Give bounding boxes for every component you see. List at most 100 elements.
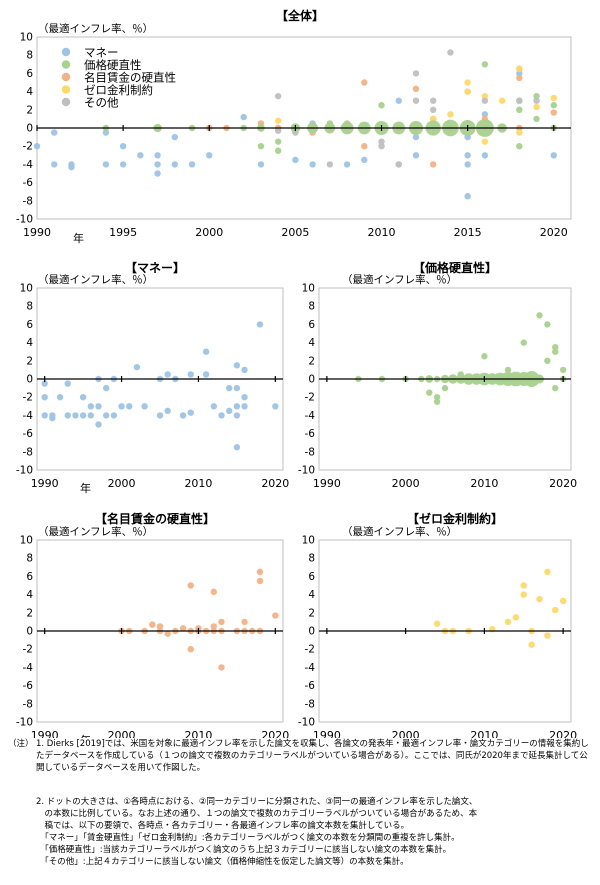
data-point-price <box>481 353 488 360</box>
data-point-money <box>210 403 218 410</box>
data-point-money <box>233 362 241 369</box>
x-tick-label: 2020 <box>549 729 577 738</box>
data-point-money <box>188 161 196 168</box>
data-point-money <box>102 412 110 419</box>
y-tick-label: -8 <box>23 698 33 710</box>
data-point-money <box>240 113 247 121</box>
data-point-money <box>102 161 110 168</box>
y-tick-label: 8 <box>308 301 315 313</box>
y-tick-label: 6 <box>308 319 315 331</box>
legend-label-money: マネー <box>84 46 119 60</box>
data-point-zlb <box>520 591 527 598</box>
data-point-zlb <box>544 632 551 639</box>
y-tick-label: -8 <box>305 698 315 710</box>
data-point-zlb <box>504 618 512 626</box>
x-tick-label: 1995 <box>109 226 137 239</box>
data-point-price <box>274 138 282 145</box>
x-tick-label: 2010 <box>368 226 396 239</box>
y-tick-label: -10 <box>298 717 315 729</box>
data-point-money <box>292 156 299 164</box>
y-tick-label: -6 <box>23 177 34 189</box>
data-point-money <box>72 412 79 419</box>
data-point-money <box>41 412 48 419</box>
y-axis-label: （最適インフレ率、％） <box>38 22 153 35</box>
note-2-line: 「その他」:上記４カテゴリーに該当しない論文（価格伸縮性を仮定した論文等）の本数… <box>36 857 409 867</box>
data-point-wage <box>210 588 218 596</box>
x-tick-label: 2000 <box>392 729 420 738</box>
data-point-money <box>412 152 420 159</box>
data-point-money <box>481 111 489 118</box>
legend-label-price: 価格硬直性 <box>84 58 142 72</box>
data-point-wage <box>149 621 156 628</box>
data-point-money <box>206 152 213 159</box>
data-point-money <box>343 161 351 168</box>
y-tick-label: 10 <box>20 32 33 44</box>
data-point-money <box>225 384 233 392</box>
y-tick-label: 0 <box>26 374 33 386</box>
data-point-other <box>516 97 523 104</box>
y-axis-label: （最適インフレ率、％） <box>38 273 153 286</box>
y-tick-label: 0 <box>308 626 315 638</box>
data-point-wage <box>218 664 225 671</box>
note-2-line: 「マネー」「賃金硬直性」「ゼロ金利制約」:各カテゴリーラベルがつく論文の本数を分… <box>36 833 460 843</box>
y-tick-label: 8 <box>26 50 33 62</box>
data-point-money <box>412 133 420 141</box>
data-point-zlb <box>447 111 454 118</box>
x-tick-label: 2015 <box>454 226 482 239</box>
data-point-zlb <box>552 606 559 614</box>
data-point-money <box>481 152 489 159</box>
y-tick-label: 6 <box>26 319 33 331</box>
data-point-money <box>126 403 133 410</box>
data-point-zlb <box>550 94 557 102</box>
data-point-wage <box>187 646 194 653</box>
x-tick-label: 1990 <box>31 729 59 738</box>
y-tick-label: -4 <box>23 662 34 674</box>
data-point-wage <box>361 143 368 150</box>
y-tick-label: 10 <box>20 283 33 295</box>
chart-price: 【価格硬直性】（最適インフレ率、％） 10 8 6 4 2 0 -2 -4 -6 -8 -101990… <box>298 260 577 490</box>
data-point-price <box>274 147 282 154</box>
data-point-zlb <box>498 97 506 104</box>
y-tick-label: -4 <box>23 159 34 171</box>
y-tick-label: 0 <box>26 123 33 135</box>
y-tick-label: -4 <box>305 410 316 422</box>
chart-zlb: 【ゼロ金利制約】（最適インフレ率、％） 10 8 6 4 2 0 -2 -4 -6 -8 -10199… <box>298 511 577 738</box>
data-point-money <box>256 321 264 328</box>
y-tick-label: 4 <box>26 337 33 349</box>
x-tick-label: 2010 <box>184 477 212 490</box>
data-point-wage <box>179 625 187 632</box>
y-tick-label: -10 <box>16 717 33 729</box>
notes-head: （注） <box>8 739 34 749</box>
x-tick-label: 2020 <box>261 477 289 490</box>
data-point-wage <box>429 161 437 168</box>
chart-title: 【全体】 <box>276 8 324 23</box>
data-point-money <box>79 412 87 419</box>
data-point-money <box>56 394 64 401</box>
data-point-price <box>550 102 557 109</box>
data-point-money <box>309 161 316 168</box>
x-unit-label: 年 <box>80 481 91 495</box>
data-point-money <box>154 152 161 159</box>
data-point-price <box>544 357 551 364</box>
y-axis-label: （最適インフレ率、％） <box>38 525 153 538</box>
data-point-money <box>41 380 48 387</box>
chart-wage: 【名目賃金の硬直性】（最適インフレ率、％） 10 8 6 4 2 0 -2 -4 -6 -8 -101… <box>16 511 289 738</box>
data-point-money <box>218 412 225 419</box>
data-point-price <box>426 389 433 396</box>
data-point-money <box>202 348 210 355</box>
y-axis-label: （最適インフレ率、％） <box>342 525 457 538</box>
y-tick-label: -8 <box>23 195 33 207</box>
data-point-other <box>274 92 282 100</box>
data-point-money <box>464 193 471 200</box>
data-point-price <box>516 143 523 150</box>
y-tick-label: 10 <box>302 535 315 547</box>
data-point-wage <box>218 618 225 626</box>
y-tick-label: 4 <box>308 337 315 349</box>
data-point-zlb <box>516 65 523 73</box>
data-point-money <box>137 152 144 159</box>
data-point-other <box>395 161 402 168</box>
data-point-money <box>64 380 71 387</box>
y-tick-label: 6 <box>308 571 315 583</box>
data-point-money <box>516 70 523 77</box>
